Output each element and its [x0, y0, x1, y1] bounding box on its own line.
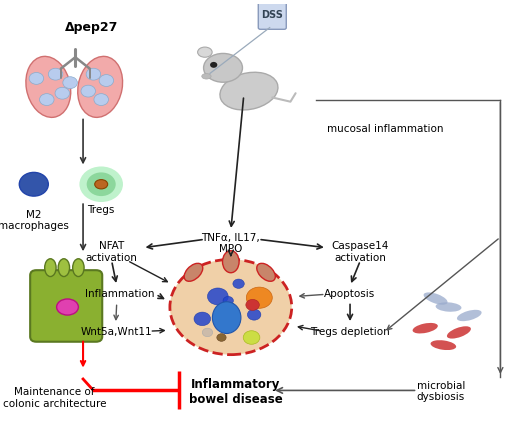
Ellipse shape [413, 323, 438, 334]
Ellipse shape [170, 259, 291, 355]
Circle shape [246, 299, 259, 311]
Circle shape [247, 287, 272, 308]
Ellipse shape [447, 326, 471, 339]
Circle shape [79, 166, 123, 202]
Circle shape [202, 328, 213, 337]
Ellipse shape [257, 264, 275, 281]
Circle shape [99, 75, 114, 86]
Ellipse shape [78, 57, 123, 118]
Text: mucosal inflammation: mucosal inflammation [327, 124, 443, 134]
Ellipse shape [26, 57, 71, 118]
Ellipse shape [213, 302, 241, 334]
FancyBboxPatch shape [30, 270, 102, 342]
Circle shape [94, 94, 108, 105]
Ellipse shape [431, 340, 456, 350]
Text: Wnt5a,Wnt11: Wnt5a,Wnt11 [81, 327, 152, 337]
Circle shape [55, 87, 70, 99]
Text: TNFα, IL17,
MPO: TNFα, IL17, MPO [202, 233, 260, 254]
Ellipse shape [198, 47, 212, 57]
Circle shape [19, 172, 48, 196]
Ellipse shape [457, 310, 481, 321]
Text: Tregs depletion: Tregs depletion [310, 327, 390, 337]
Text: NFAT
activation: NFAT activation [86, 241, 138, 263]
Text: Apoptosis: Apoptosis [324, 289, 376, 299]
Ellipse shape [223, 251, 239, 273]
Circle shape [40, 94, 54, 105]
Text: Inflammatory
bowel disease: Inflammatory bowel disease [189, 378, 283, 406]
FancyBboxPatch shape [258, 0, 286, 29]
Circle shape [207, 288, 228, 305]
Ellipse shape [435, 302, 461, 312]
Ellipse shape [184, 264, 203, 281]
Circle shape [243, 331, 260, 344]
Circle shape [217, 334, 226, 341]
Ellipse shape [44, 259, 56, 276]
Circle shape [223, 296, 233, 305]
Ellipse shape [95, 180, 108, 189]
Text: M2
macrophages: M2 macrophages [0, 210, 69, 231]
Ellipse shape [204, 54, 242, 82]
Text: Δpep27: Δpep27 [65, 21, 118, 34]
FancyBboxPatch shape [266, 0, 278, 1]
Ellipse shape [202, 73, 211, 79]
Circle shape [210, 62, 217, 68]
Text: Caspase14
activation: Caspase14 activation [332, 241, 389, 263]
Text: Tregs: Tregs [87, 206, 115, 216]
Ellipse shape [220, 72, 278, 110]
Ellipse shape [58, 259, 70, 276]
Circle shape [81, 85, 96, 97]
Circle shape [248, 309, 261, 320]
Ellipse shape [424, 292, 448, 305]
Text: Maintenance of
colonic architecture: Maintenance of colonic architecture [3, 388, 106, 409]
Circle shape [63, 77, 77, 89]
Circle shape [29, 73, 44, 84]
Text: Inflammation: Inflammation [85, 289, 154, 299]
Circle shape [86, 68, 101, 80]
Circle shape [194, 312, 211, 326]
Text: microbial
dysbiosis: microbial dysbiosis [416, 381, 465, 403]
Circle shape [87, 172, 116, 196]
Text: DSS: DSS [261, 10, 283, 20]
Circle shape [48, 68, 63, 80]
Ellipse shape [57, 299, 78, 315]
Circle shape [233, 279, 244, 289]
Ellipse shape [72, 259, 84, 276]
